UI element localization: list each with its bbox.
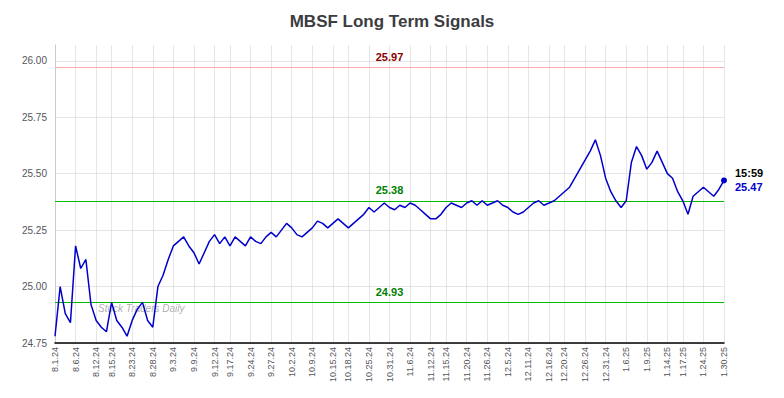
- svg-text:11.12.24: 11.12.24: [426, 347, 436, 381]
- svg-text:10.15.24: 10.15.24: [328, 347, 338, 382]
- svg-text:8.28.24: 8.28.24: [148, 347, 158, 377]
- svg-text:1.9.25: 1.9.25: [642, 347, 652, 372]
- svg-text:Stock Traders Daily: Stock Traders Daily: [98, 302, 185, 314]
- svg-text:MBSF Long Term Signals: MBSF Long Term Signals: [290, 12, 495, 31]
- svg-text:25.00: 25.00: [22, 281, 47, 292]
- svg-text:8.23.24: 8.23.24: [127, 347, 137, 377]
- svg-text:24.93: 24.93: [376, 286, 404, 298]
- svg-text:9.12.24: 9.12.24: [210, 347, 220, 377]
- svg-text:11.15.24: 11.15.24: [441, 347, 451, 381]
- svg-text:25.25: 25.25: [22, 225, 47, 236]
- svg-text:12.11.24: 12.11.24: [523, 347, 533, 381]
- svg-text:25.47: 25.47: [735, 181, 763, 193]
- svg-text:10.18.24: 10.18.24: [343, 347, 353, 382]
- svg-text:11.20.24: 11.20.24: [462, 347, 472, 381]
- svg-text:1.30.25: 1.30.25: [719, 347, 729, 377]
- svg-text:9.9.24: 9.9.24: [189, 347, 199, 372]
- svg-text:25.75: 25.75: [22, 112, 47, 123]
- svg-text:8.12.24: 8.12.24: [91, 347, 101, 377]
- svg-text:10.31.24: 10.31.24: [385, 347, 395, 382]
- svg-text:9.3.24: 9.3.24: [168, 347, 178, 372]
- svg-text:9.17.24: 9.17.24: [225, 347, 235, 377]
- svg-text:15:59: 15:59: [735, 167, 763, 179]
- svg-text:12.26.24: 12.26.24: [580, 347, 590, 382]
- svg-text:1.6.25: 1.6.25: [621, 347, 631, 372]
- svg-text:1.24.25: 1.24.25: [698, 347, 708, 377]
- svg-text:1.17.25: 1.17.25: [678, 347, 688, 377]
- svg-text:24.75: 24.75: [22, 338, 47, 349]
- svg-text:9.27.24: 9.27.24: [266, 347, 276, 377]
- svg-text:25.50: 25.50: [22, 168, 47, 179]
- svg-text:12.31.24: 12.31.24: [601, 347, 611, 382]
- svg-text:11.6.24: 11.6.24: [405, 347, 415, 376]
- svg-text:8.1.24: 8.1.24: [50, 347, 60, 372]
- svg-text:10.2.24: 10.2.24: [287, 347, 297, 377]
- svg-text:10.9.24: 10.9.24: [307, 347, 317, 377]
- svg-text:9.24.24: 9.24.24: [246, 347, 256, 377]
- svg-text:1.14.25: 1.14.25: [662, 347, 672, 377]
- svg-text:26.00: 26.00: [22, 55, 47, 66]
- svg-text:12.16.24: 12.16.24: [544, 347, 554, 382]
- svg-text:8.6.24: 8.6.24: [71, 347, 81, 372]
- svg-text:12.5.24: 12.5.24: [503, 347, 513, 377]
- svg-text:11.26.24: 11.26.24: [482, 347, 492, 381]
- svg-text:12.20.24: 12.20.24: [559, 347, 569, 382]
- svg-text:8.15.24: 8.15.24: [107, 347, 117, 377]
- svg-text:25.97: 25.97: [376, 51, 404, 63]
- svg-text:10.25.24: 10.25.24: [364, 347, 374, 382]
- svg-text:25.38: 25.38: [376, 184, 404, 196]
